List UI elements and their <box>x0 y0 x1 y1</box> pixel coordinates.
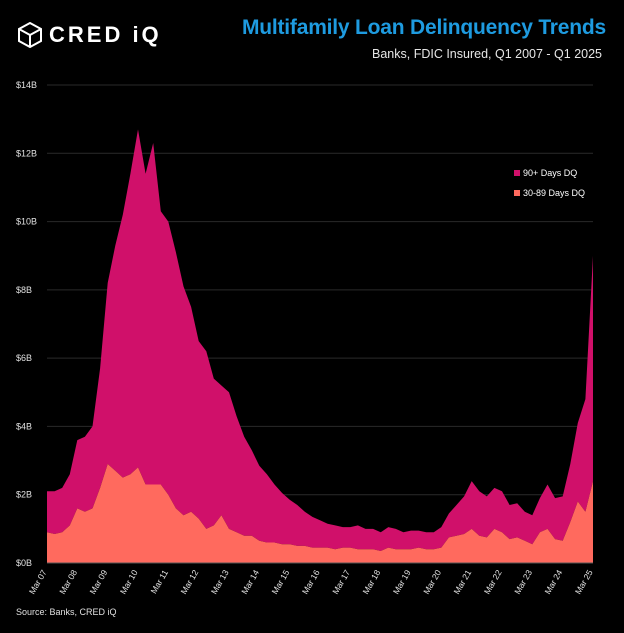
x-tick-label: Mar 24 <box>543 568 565 596</box>
y-tick-label: $10B <box>16 217 37 227</box>
x-tick-label: Mar 22 <box>482 568 504 596</box>
cred-iq-logo: CRED iQ <box>18 22 162 48</box>
y-tick-label: $0B <box>16 558 32 568</box>
y-tick-label: $14B <box>16 80 37 90</box>
chart-title: Multifamily Loan Delinquency Trends <box>241 16 606 39</box>
x-tick-label: Mar 20 <box>421 568 443 596</box>
legend-swatch <box>514 170 520 176</box>
x-tick-label: Mar 17 <box>330 568 352 596</box>
cube-logo-icon <box>18 22 42 48</box>
x-tick-label: Mar 14 <box>239 568 261 596</box>
legend-label: 90+ Days DQ <box>523 168 577 178</box>
x-tick-label: Mar 12 <box>179 568 201 596</box>
x-tick-label: Mar 08 <box>57 568 79 596</box>
y-tick-label: $2B <box>16 490 32 500</box>
x-tick-label: Mar 19 <box>391 568 413 596</box>
y-tick-label: $12B <box>16 148 37 158</box>
x-tick-label: Mar 07 <box>27 568 49 596</box>
series-area-30-89-dq <box>47 464 593 563</box>
x-tick-label: Mar 23 <box>512 568 534 596</box>
x-tick-label: Mar 13 <box>209 568 231 596</box>
x-tick-label: Mar 18 <box>361 568 383 596</box>
legend-swatch <box>514 190 520 196</box>
x-tick-label: Mar 21 <box>452 568 474 596</box>
legend-label: 30-89 Days DQ <box>523 188 585 198</box>
x-tick-label: Mar 15 <box>270 568 292 596</box>
logo-text: CRED iQ <box>49 22 162 47</box>
y-tick-label: $6B <box>16 353 32 363</box>
x-tick-label: Mar 11 <box>148 568 170 596</box>
y-tick-label: $8B <box>16 285 32 295</box>
x-tick-label: Mar 25 <box>573 568 595 596</box>
x-tick-label: Mar 16 <box>300 568 322 596</box>
chart-subtitle: Banks, FDIC Insured, Q1 2007 - Q1 2025 <box>372 47 602 61</box>
x-tick-label: Mar 10 <box>118 568 140 596</box>
source-note: Source: Banks, CRED iQ <box>16 607 117 617</box>
x-tick-label: Mar 09 <box>88 568 110 596</box>
y-tick-label: $4B <box>16 421 32 431</box>
series-area-90plus-dq <box>47 129 593 551</box>
